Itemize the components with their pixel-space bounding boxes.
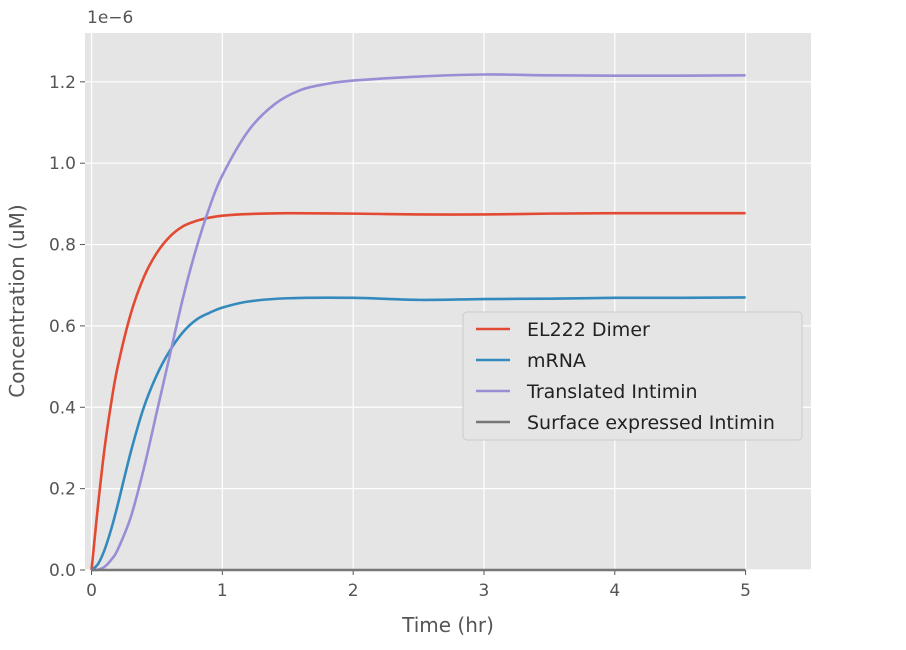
legend: EL222 Dimer mRNA Translated Intimin Surface… bbox=[462, 311, 803, 441]
x-tick-label: 3 bbox=[479, 581, 490, 601]
legend-label: EL222 Dimer bbox=[527, 319, 650, 341]
legend-box bbox=[462, 311, 803, 441]
y-tick-label: 0.6 bbox=[49, 317, 76, 337]
series-line-mrna bbox=[90, 296, 746, 572]
x-tick-label: 2 bbox=[348, 581, 359, 601]
series-line-translated-intimin bbox=[91, 73, 746, 572]
y-axis-ticks: 0.0 0.2 0.4 0.6 0.8 1.0 1.2 bbox=[49, 73, 85, 581]
series-lines bbox=[90, 73, 746, 572]
x-tick-label: 0 bbox=[86, 581, 97, 601]
y-tick-label: 1.0 bbox=[49, 154, 76, 174]
x-tick-label: 5 bbox=[740, 581, 751, 601]
series-line-el222-dimer bbox=[90, 211, 746, 571]
legend-label: Surface expressed Intimin bbox=[527, 412, 775, 434]
y-tick-label: 0.4 bbox=[49, 398, 76, 418]
legend-label: Translated Intimin bbox=[526, 381, 698, 403]
legend-label: mRNA bbox=[527, 350, 586, 372]
y-tick-label: 0.8 bbox=[49, 236, 76, 256]
x-axis-ticks: 0 1 2 3 4 5 bbox=[86, 570, 751, 601]
x-tick-label: 4 bbox=[609, 581, 620, 601]
plot-background bbox=[85, 33, 811, 570]
y-tick-label: 1.2 bbox=[49, 73, 76, 93]
y-offset-label: 1e−6 bbox=[87, 8, 133, 28]
x-axis-title: Time (hr) bbox=[401, 613, 494, 637]
y-axis-title: Concentration (uM) bbox=[5, 204, 29, 397]
y-tick-label: 0.0 bbox=[49, 561, 76, 581]
x-tick-label: 1 bbox=[217, 581, 228, 601]
y-tick-label: 0.2 bbox=[49, 480, 76, 500]
